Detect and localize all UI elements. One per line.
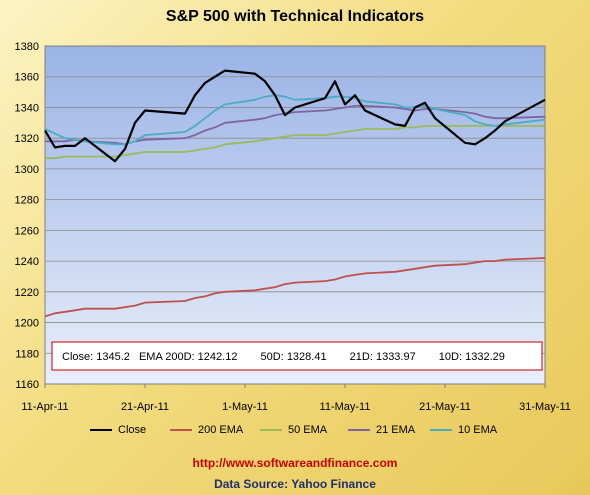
annotation-ema21-value: 1333.97: [376, 351, 416, 363]
legend-label: 50 EMA: [288, 424, 328, 436]
y-tick-label-1: 1180: [15, 348, 39, 360]
y-tick-label-9: 1340: [15, 102, 39, 114]
y-tick-label-5: 1260: [15, 225, 39, 237]
legend-item-close: Close: [90, 424, 146, 436]
annotation-ema50-label: 50D:: [261, 351, 284, 363]
annotation-text: Close: 1345.2 EMA 200D: 1242.12 50D: 132…: [62, 351, 505, 363]
footer-source: Data Source: Yahoo Finance: [214, 477, 376, 491]
annotation-close-label: Close:: [62, 351, 93, 363]
y-tick-label-10: 1360: [15, 72, 39, 84]
legend-item-50-ema: 50 EMA: [260, 424, 327, 436]
legend-label: Close: [118, 424, 147, 436]
legend-swatch: [348, 429, 370, 431]
annotation-ema10-label: 10D:: [439, 351, 462, 363]
x-axis: 11-Apr-11 21-Apr-11 1-May-11 11-May-11 21-Ma…: [21, 384, 571, 413]
annotation-ema200-value: 1242.12: [198, 351, 238, 363]
legend-swatch: [170, 429, 192, 431]
legend-label: 200 EMA: [198, 424, 244, 436]
y-tick-label-2: 1200: [15, 318, 39, 330]
legend-label: 10 EMA: [458, 424, 498, 436]
annotation-ema21-label: 21D:: [350, 351, 373, 363]
series-line-200-ema: [44, 257, 546, 318]
x-tick-label-0: 11-Apr-11: [21, 401, 68, 413]
legend-swatch: [90, 429, 112, 431]
y-tick-label-6: 1280: [15, 195, 39, 207]
annotation-close-value: 1345.2: [96, 351, 130, 363]
y-tick-label-7: 1300: [15, 164, 39, 176]
legend-item-21-ema: 21 EMA: [348, 424, 415, 436]
chart-title: S&P 500 with Technical Indicators: [165, 8, 425, 25]
y-tick-label-4: 1240: [15, 256, 39, 268]
legend-swatch: [430, 429, 452, 431]
footer-url[interactable]: http://www.softwareandfinance.com: [192, 456, 398, 470]
plot-area: [44, 45, 546, 385]
series-line-close: [44, 69, 546, 163]
annotation-ema200-label: EMA 200D:: [139, 351, 195, 363]
y-tick-label-0: 1160: [15, 379, 39, 391]
y-tick-label-3: 1220: [15, 287, 39, 299]
legend-swatch: [260, 429, 282, 431]
x-tick-label-3: 11-May-11: [320, 401, 371, 413]
x-tick-label-2: 1-May-11: [222, 401, 268, 413]
x-tick-label-4: 21-May-11: [419, 401, 471, 413]
annotation-ema50-value: 1328.41: [287, 351, 327, 363]
legend-item-200-ema: 200 EMA: [170, 424, 243, 436]
series-line-10-ema: [44, 94, 546, 146]
legend-label: 21 EMA: [376, 424, 416, 436]
series-layer: [44, 69, 546, 318]
annotation-box: [51, 341, 543, 371]
y-tick-label-11: 1380: [15, 41, 39, 53]
x-tick-label-5: 31-May-11: [519, 401, 571, 413]
annotation-ema10-value: 1332.29: [465, 351, 505, 363]
x-tick-label-1: 21-Apr-11: [121, 401, 169, 413]
y-axis: 1160 1180 1200 1220 1240 1260 1280 1300 1320 1340…: [15, 41, 39, 391]
y-tick-label-8: 1320: [15, 133, 39, 145]
legend-item-10-ema: 10 EMA: [430, 424, 497, 436]
legend: Close 200 EMA 50 EMA 21 EMA 10 EMA: [90, 424, 530, 440]
